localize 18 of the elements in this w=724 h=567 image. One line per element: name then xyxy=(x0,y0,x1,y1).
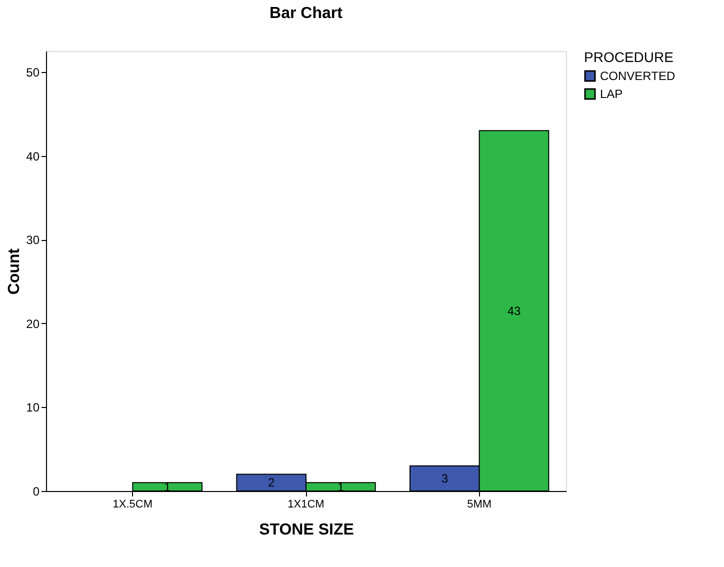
legend-label: CONVERTED xyxy=(600,69,676,83)
y-tick-label: 30 xyxy=(26,233,40,248)
y-tick-label: 40 xyxy=(26,149,40,164)
legend-label: LAP xyxy=(600,87,623,101)
chart-title: Bar Chart xyxy=(270,5,344,22)
data-label: 3 xyxy=(441,471,448,486)
x-tick-label: 1X1CM xyxy=(288,498,324,510)
y-tick-label: 10 xyxy=(26,400,40,415)
y-tick-label: 20 xyxy=(26,316,40,331)
y-axis-title: Count xyxy=(6,248,24,295)
y-tick-label: 50 xyxy=(26,65,40,80)
x-tick-label: 5MM xyxy=(467,498,492,510)
y-tick-label: 0 xyxy=(32,484,40,498)
x-axis-title: STONE SIZE xyxy=(259,522,354,538)
data-label: 2 xyxy=(268,476,275,490)
data-label: 43 xyxy=(507,304,521,318)
legend-title: PROCEDURE xyxy=(584,49,674,65)
x-tick-label: 1X.5CM xyxy=(112,498,153,510)
